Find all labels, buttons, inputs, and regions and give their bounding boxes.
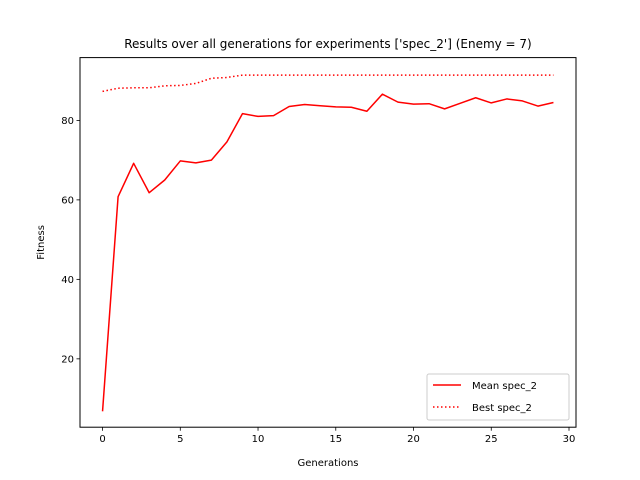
- legend-box: [426, 373, 570, 421]
- y-tick-label: 60: [61, 195, 74, 206]
- x-tick-label: 5: [177, 434, 183, 445]
- x-tick-label: 30: [563, 434, 576, 445]
- series-layer: [101, 74, 554, 412]
- series-line-best: [102, 74, 554, 93]
- y-tick-label: 80: [61, 116, 74, 127]
- series-line-mean: [101, 93, 554, 412]
- y-axis-label: Fitness: [36, 225, 47, 260]
- chart-title: Results over all generations for experim…: [124, 37, 532, 51]
- x-tick-label: 25: [485, 434, 498, 445]
- x-ticks: 0 5 10 15 20 25 30: [99, 427, 575, 445]
- legend-label-best: Best spec_2: [472, 403, 532, 414]
- x-tick-label: 15: [329, 434, 342, 445]
- plot-frame: [79, 57, 577, 428]
- y-ticks: 20 40 60 80: [61, 116, 80, 365]
- y-tick-label: 40: [61, 275, 74, 286]
- x-axis-label: Generations: [298, 458, 359, 469]
- x-tick-label: 20: [407, 434, 420, 445]
- legend: Mean spec_2 Best spec_2: [426, 373, 570, 421]
- legend-label-mean: Mean spec_2: [472, 381, 537, 392]
- y-tick-label: 20: [61, 354, 74, 365]
- x-tick-label: 10: [252, 434, 265, 445]
- x-tick-label: 0: [99, 434, 105, 445]
